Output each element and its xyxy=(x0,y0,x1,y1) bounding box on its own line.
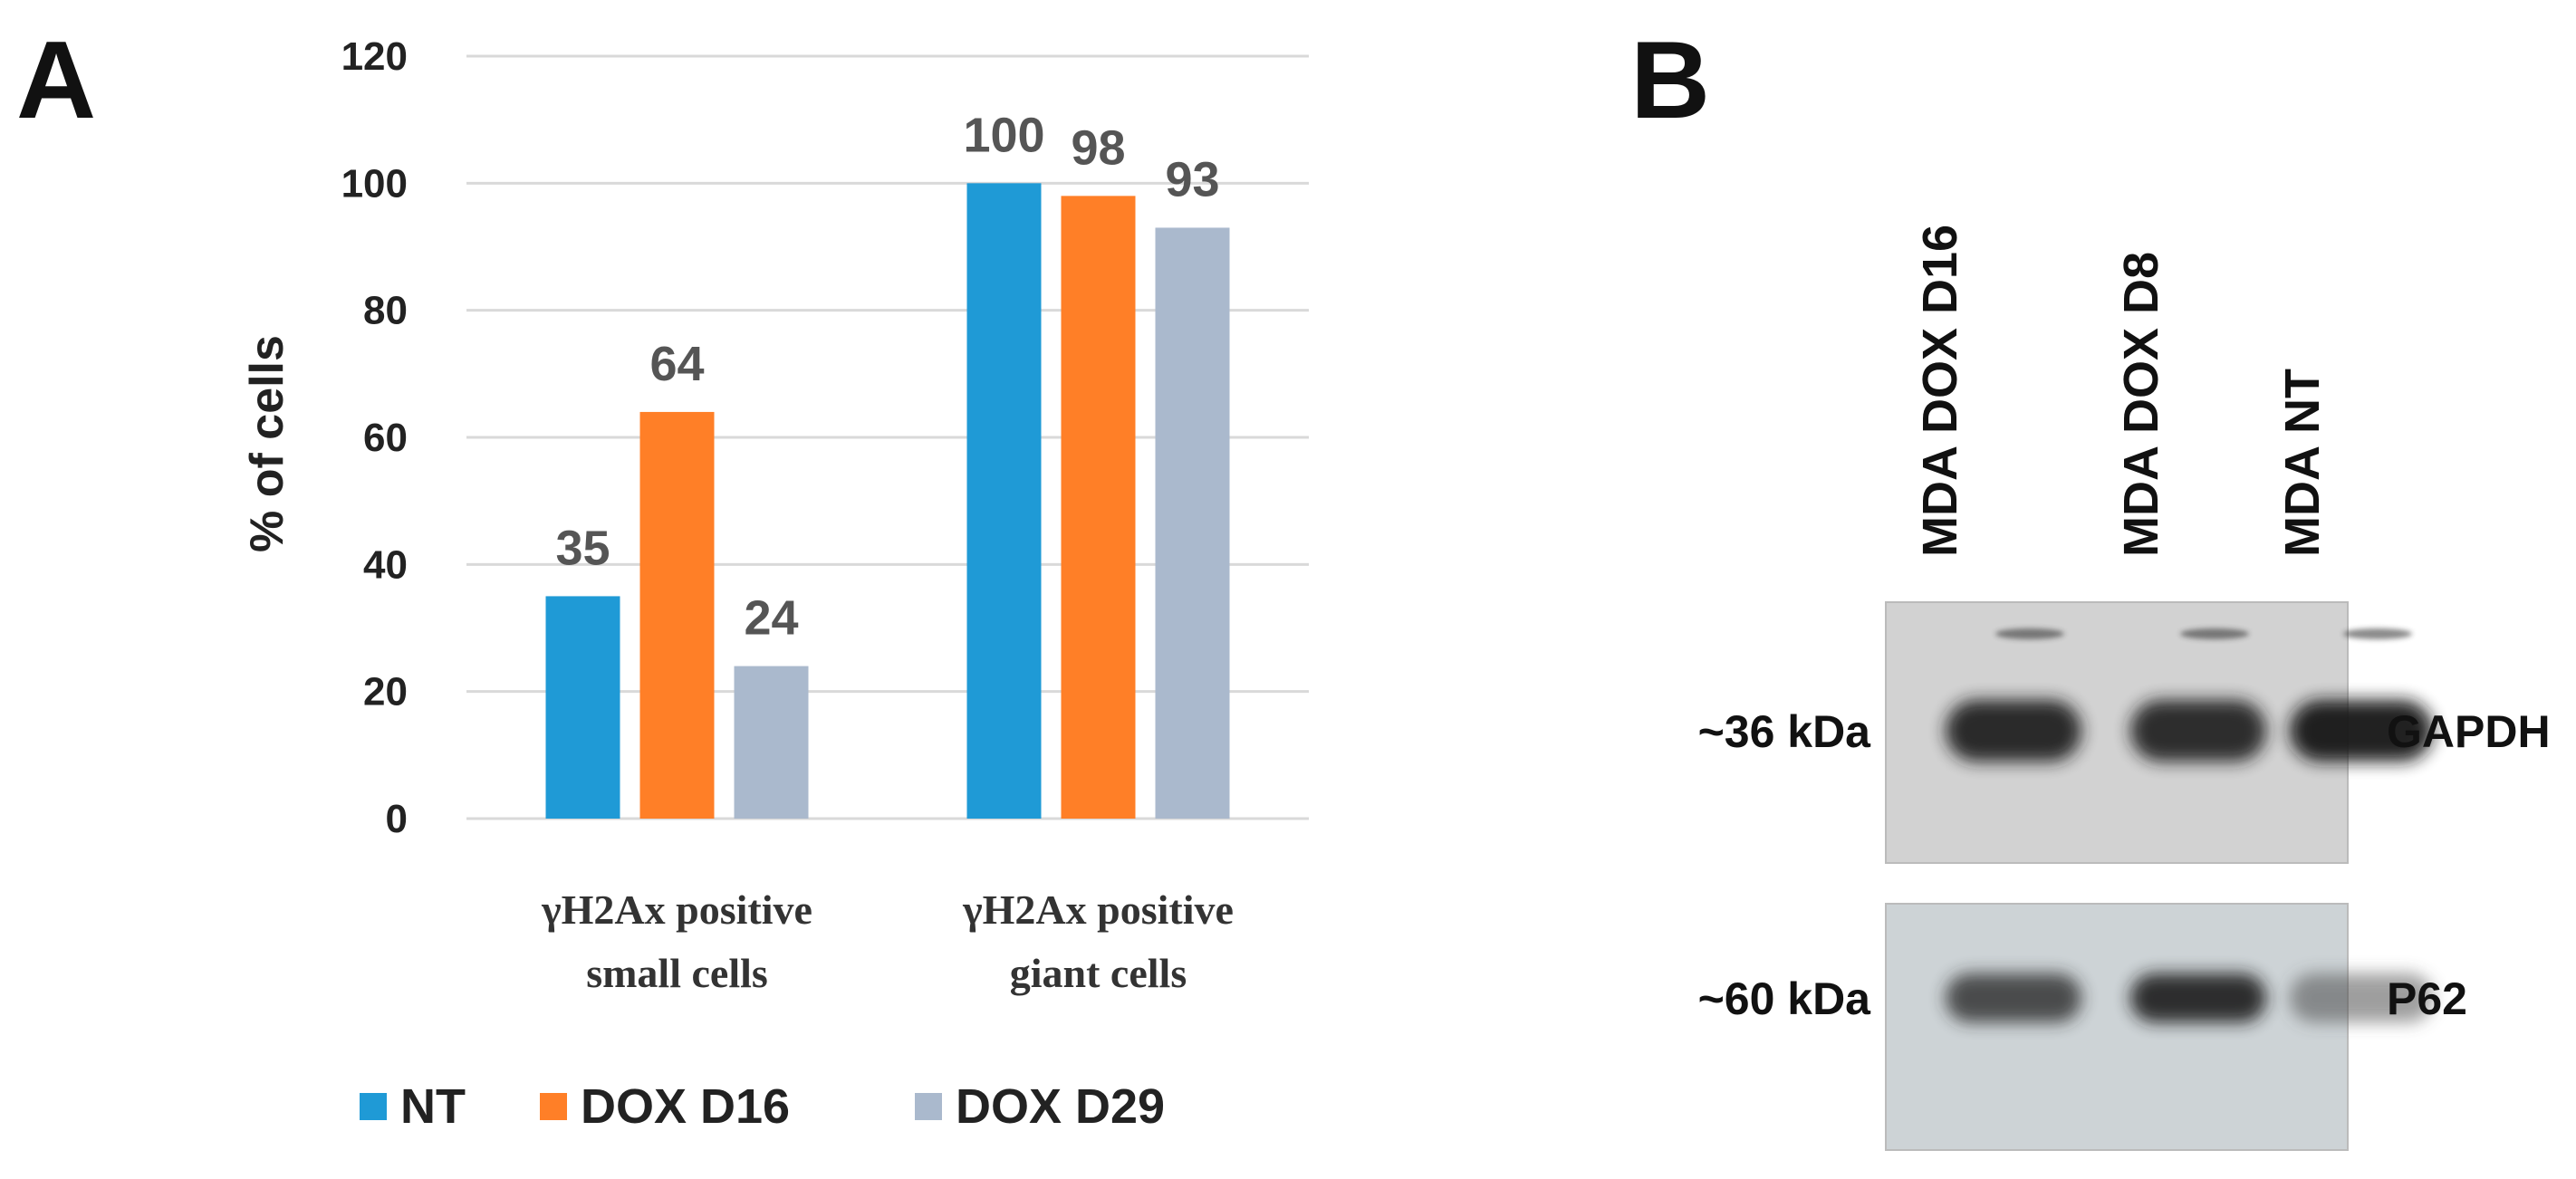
data-label: 98 xyxy=(1071,120,1125,175)
protein-label: P62 xyxy=(2387,973,2467,1024)
band-p62-2 xyxy=(2290,973,2433,1022)
blot-membranes: ~36 kDa GAPDH ~60 kDa P62 xyxy=(1698,601,2551,1151)
bar-2-0 xyxy=(734,666,809,819)
bar-2-1 xyxy=(1155,227,1230,819)
band-p62-0 xyxy=(1946,973,2081,1022)
membrane-background xyxy=(1885,903,2349,1151)
molecular-weight-label: ~36 kDa xyxy=(1698,706,1872,757)
band-p62-1 xyxy=(2130,973,2266,1022)
y-axis-ticks: 0 20 40 60 80 100 120 xyxy=(341,34,408,841)
legend-swatch xyxy=(915,1093,942,1120)
y-tick-label: 120 xyxy=(341,34,408,79)
y-tick-label: 100 xyxy=(341,161,408,206)
band-gapdh-0 xyxy=(1946,700,2081,762)
protein-label: GAPDH xyxy=(2387,706,2551,757)
faint-band xyxy=(1995,628,2064,639)
membrane-p62: ~60 kDa P62 xyxy=(1698,903,2467,1151)
membrane-gapdh: ~36 kDa GAPDH xyxy=(1698,601,2551,864)
molecular-weight-label: ~60 kDa xyxy=(1698,973,1872,1024)
bar-chart: 0 20 40 60 80 100 120 % of cells 35 64 24 100 98 93… xyxy=(241,34,1309,1134)
lane-labels: MDA DOX D16 MDA DOX D8 MDA NT xyxy=(1913,225,2330,557)
legend-swatch xyxy=(360,1093,387,1120)
bar-0-0 xyxy=(545,596,620,819)
faint-band xyxy=(2343,628,2412,639)
y-tick-label: 0 xyxy=(386,797,408,841)
lane-label: MDA NT xyxy=(2275,369,2330,557)
lane-label: MDA DOX D8 xyxy=(2114,252,2168,557)
bar-series xyxy=(545,183,1230,820)
bar-0-1 xyxy=(966,183,1042,820)
y-tick-label: 40 xyxy=(363,542,408,587)
category-labels: γH2Ax positive small cells γH2Ax positive g… xyxy=(541,887,1234,996)
category-label: γH2Ax positive xyxy=(541,887,812,933)
y-tick-label: 80 xyxy=(363,289,408,333)
band-gapdh-1 xyxy=(2130,700,2266,762)
legend-label: DOX D16 xyxy=(581,1079,790,1134)
data-label: 100 xyxy=(963,108,1044,162)
legend-swatch xyxy=(540,1093,567,1120)
panel-a-letter: A xyxy=(16,18,96,141)
bar-1-1 xyxy=(1061,196,1136,819)
band-gapdh-2 xyxy=(2290,700,2433,762)
faint-band xyxy=(2180,628,2249,639)
data-label: 93 xyxy=(1165,152,1219,206)
lane-label: MDA DOX D16 xyxy=(1913,225,1967,557)
legend-label: NT xyxy=(400,1079,466,1134)
legend-label: DOX D29 xyxy=(956,1079,1165,1134)
y-axis-label: % of cells xyxy=(241,335,293,552)
panel-b-letter: B xyxy=(1630,18,1710,141)
category-label: giant cells xyxy=(1010,950,1187,996)
data-label: 24 xyxy=(744,591,798,646)
legend: NT DOX D16 DOX D29 xyxy=(360,1079,1165,1134)
data-labels: 35 64 24 100 98 93 xyxy=(555,108,1219,645)
category-label: small cells xyxy=(586,950,768,996)
data-label: 35 xyxy=(555,521,610,575)
data-label: 64 xyxy=(649,337,704,391)
bar-1-0 xyxy=(639,411,715,819)
western-blot: MDA DOX D16 MDA DOX D8 MDA NT ~36 kDa GAPDH… xyxy=(1698,225,2551,1151)
y-tick-label: 20 xyxy=(363,670,408,714)
y-tick-label: 60 xyxy=(363,416,408,460)
category-label: γH2Ax positive xyxy=(962,887,1234,933)
